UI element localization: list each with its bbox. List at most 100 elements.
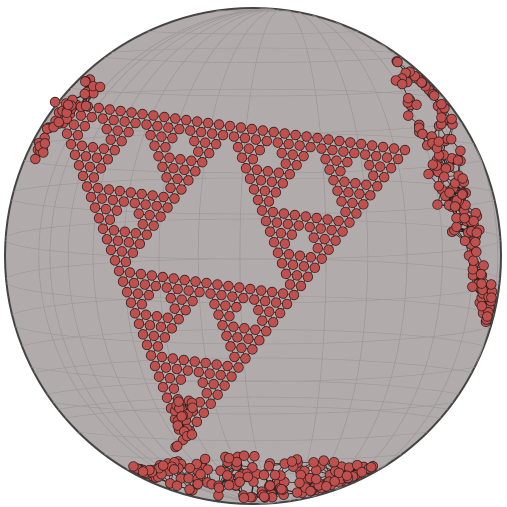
- node: [323, 134, 334, 145]
- node: [98, 143, 110, 154]
- node: [151, 311, 163, 322]
- node: [471, 246, 482, 258]
- node: [482, 311, 493, 322]
- node: [119, 226, 131, 237]
- node: [476, 278, 487, 289]
- node: [80, 100, 92, 112]
- node: [240, 353, 251, 364]
- node: [277, 288, 289, 299]
- node: [109, 255, 121, 266]
- node: [267, 316, 279, 328]
- node: [158, 191, 169, 203]
- node: [182, 365, 194, 376]
- node: [125, 297, 137, 308]
- node: [381, 152, 393, 163]
- node: [427, 159, 439, 170]
- node: [85, 191, 97, 203]
- node: [295, 280, 307, 292]
- node: [316, 143, 327, 154]
- node: [276, 258, 288, 269]
- node: [116, 135, 127, 147]
- node: [311, 212, 322, 224]
- node: [323, 244, 334, 255]
- node: [268, 236, 280, 248]
- node: [274, 307, 286, 319]
- node: [318, 455, 329, 466]
- node: [279, 238, 291, 249]
- node: [84, 161, 96, 173]
- node: [148, 110, 159, 121]
- node: [223, 479, 235, 491]
- node: [194, 286, 205, 298]
- node: [455, 145, 466, 156]
- node: [129, 197, 140, 209]
- node: [267, 206, 279, 218]
- node: [330, 235, 341, 246]
- node: [173, 396, 184, 407]
- node: [457, 189, 468, 200]
- node: [208, 378, 219, 390]
- node: [276, 147, 287, 159]
- node: [476, 300, 487, 312]
- node: [294, 477, 305, 488]
- node: [232, 141, 244, 153]
- node: [438, 171, 450, 182]
- node: [399, 144, 411, 156]
- node: [256, 205, 268, 216]
- node: [164, 372, 176, 384]
- node: [104, 104, 115, 115]
- node: [449, 201, 461, 212]
- meridian: [38, 8, 501, 504]
- node: [266, 286, 278, 298]
- node: [304, 221, 315, 233]
- node: [112, 125, 123, 136]
- node: [222, 360, 233, 372]
- node: [229, 351, 240, 363]
- node: [165, 182, 176, 194]
- node: [315, 223, 326, 234]
- node: [246, 123, 258, 135]
- node: [228, 321, 239, 332]
- node: [93, 102, 104, 114]
- node: [377, 141, 389, 153]
- node: [201, 277, 212, 289]
- node: [220, 300, 231, 311]
- node: [452, 155, 464, 166]
- node: [328, 175, 339, 186]
- node: [118, 196, 130, 207]
- node: [134, 238, 146, 250]
- node: [168, 464, 180, 475]
- node: [199, 137, 211, 148]
- node: [145, 350, 157, 361]
- node: [366, 461, 377, 473]
- node: [157, 161, 168, 173]
- node: [335, 165, 346, 177]
- node: [279, 128, 290, 139]
- node: [238, 450, 250, 461]
- node: [364, 159, 375, 171]
- node: [236, 342, 247, 354]
- node: [93, 212, 105, 224]
- node: [204, 368, 215, 379]
- node: [114, 185, 126, 197]
- node: [128, 461, 139, 472]
- node: [339, 176, 350, 187]
- node: [281, 298, 293, 310]
- node: [137, 466, 149, 477]
- node: [199, 453, 211, 465]
- node: [100, 203, 112, 215]
- node: [305, 252, 317, 263]
- node: [133, 318, 145, 330]
- node: [234, 282, 245, 293]
- node: [156, 351, 168, 363]
- node: [202, 464, 213, 475]
- node: [181, 114, 192, 126]
- node: [308, 457, 319, 468]
- node: [416, 77, 427, 88]
- node: [115, 105, 126, 117]
- node: [227, 291, 238, 302]
- node: [238, 292, 249, 304]
- node: [150, 280, 162, 292]
- node: [80, 151, 92, 162]
